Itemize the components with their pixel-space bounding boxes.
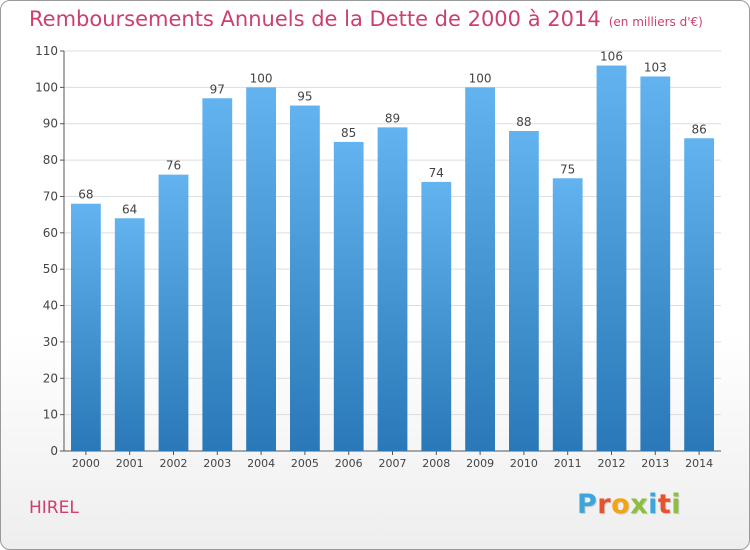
bar-2011 xyxy=(552,178,583,452)
data-label-2014: 86 xyxy=(691,122,706,136)
logo-letter: P xyxy=(577,489,598,520)
bar-2014 xyxy=(684,138,714,452)
commune-name: HIREL xyxy=(29,498,79,518)
bar-2001 xyxy=(114,218,145,451)
logo-letter: x xyxy=(630,489,649,520)
data-label-2009: 100 xyxy=(469,71,492,85)
logo-letter: o xyxy=(611,489,631,520)
bar-2003 xyxy=(202,98,233,451)
x-tick-label-2010: 2010 xyxy=(510,457,538,470)
bar-2007 xyxy=(377,127,408,451)
y-tick-label: 30 xyxy=(43,335,58,349)
y-tick-label: 90 xyxy=(43,117,58,131)
x-tick-label-2000: 2000 xyxy=(72,457,100,470)
logo-letter: t xyxy=(657,489,672,520)
x-tick-label-2002: 2002 xyxy=(160,457,188,470)
y-tick-label: 50 xyxy=(43,262,58,276)
y-tick-label: 100 xyxy=(35,80,58,94)
bar-2004 xyxy=(246,87,276,451)
data-label-2002: 76 xyxy=(166,159,181,173)
logo-letter: i xyxy=(648,489,658,520)
x-tick-label-2007: 2007 xyxy=(379,457,407,470)
proxiti-logo: Proxiti xyxy=(577,489,681,520)
y-tick-label: 70 xyxy=(43,189,58,203)
bar-2006 xyxy=(333,141,364,451)
x-tick-label-2003: 2003 xyxy=(203,457,231,470)
y-tick-label: 80 xyxy=(43,153,58,167)
data-label-2004: 100 xyxy=(250,71,273,85)
bar-2000 xyxy=(71,203,101,451)
chart-subtitle: (en milliers d'€) xyxy=(608,15,703,29)
y-tick-label: 40 xyxy=(43,299,58,313)
data-label-2011: 75 xyxy=(560,162,575,176)
bar-2009 xyxy=(465,87,495,451)
bar-2002 xyxy=(158,174,189,452)
y-tick-label: 60 xyxy=(43,226,58,240)
data-label-2001: 64 xyxy=(122,202,137,216)
x-tick-label-2013: 2013 xyxy=(641,457,669,470)
logo-letter: r xyxy=(597,489,612,520)
data-label-2010: 88 xyxy=(516,115,531,129)
data-label-2000: 68 xyxy=(78,188,93,202)
data-label-2013: 103 xyxy=(644,60,667,74)
y-tick-label: 20 xyxy=(43,371,58,385)
y-tick-label: 110 xyxy=(35,44,58,58)
data-label-2003: 97 xyxy=(210,82,225,96)
data-label-2012: 106 xyxy=(600,50,623,64)
bar-2012 xyxy=(596,65,627,451)
bar-2005 xyxy=(290,105,320,451)
x-tick-label-2005: 2005 xyxy=(291,457,319,470)
data-label-2008: 74 xyxy=(429,166,444,180)
bar-2008 xyxy=(421,181,452,451)
bar-2013 xyxy=(640,76,671,452)
x-tick-label-2004: 2004 xyxy=(247,457,275,470)
chart-title: Remboursements Annuels de la Dette de 20… xyxy=(29,7,703,31)
x-tick-label-2001: 2001 xyxy=(116,457,144,470)
x-tick-label-2011: 2011 xyxy=(554,457,582,470)
x-tick-label-2014: 2014 xyxy=(685,457,713,470)
y-tick-label: 10 xyxy=(43,408,58,422)
data-label-2005: 95 xyxy=(297,90,312,104)
data-label-2007: 89 xyxy=(385,111,400,125)
bar-2010 xyxy=(509,131,539,451)
y-tick-label: 0 xyxy=(50,444,58,458)
chart-title-text: Remboursements Annuels de la Dette de 20… xyxy=(29,7,601,31)
x-tick-label-2009: 2009 xyxy=(466,457,494,470)
x-tick-label-2006: 2006 xyxy=(335,457,363,470)
logo-letter: i xyxy=(671,489,682,520)
x-tick-label-2012: 2012 xyxy=(598,457,626,470)
data-label-2006: 85 xyxy=(341,126,356,140)
x-tick-label-2008: 2008 xyxy=(422,457,450,470)
